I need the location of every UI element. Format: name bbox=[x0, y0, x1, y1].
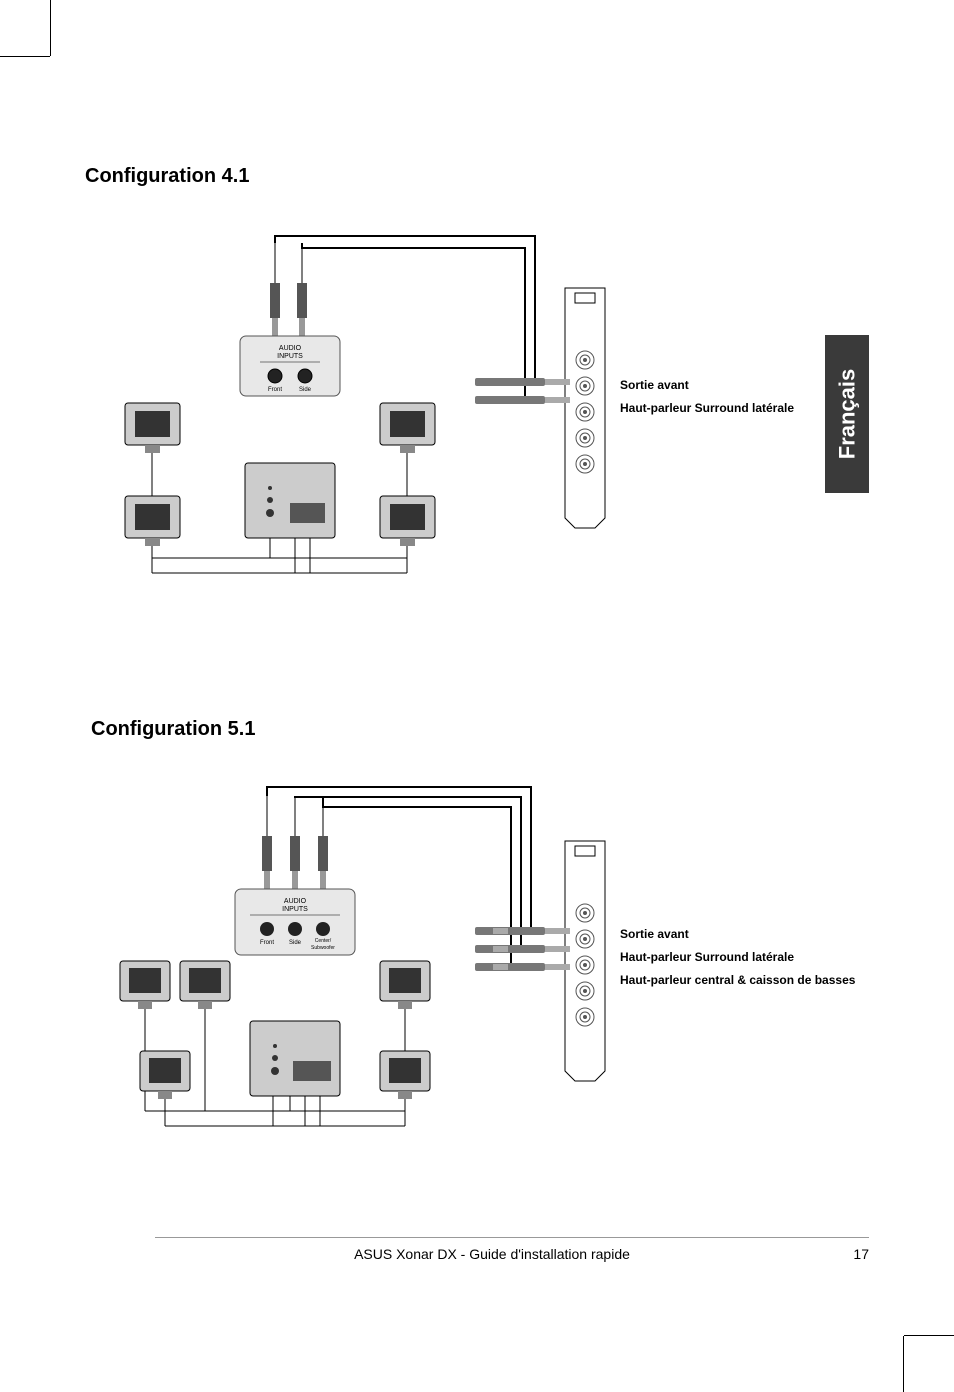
speaker bbox=[380, 496, 435, 573]
jack-label-center: Center/ bbox=[315, 938, 332, 944]
audio-inputs-label2: INPUTS bbox=[282, 906, 308, 913]
label-side-out: Haut-parleur Surround latérale bbox=[620, 397, 794, 420]
speaker bbox=[125, 496, 180, 573]
footer-rule bbox=[155, 1237, 869, 1238]
jack-label-front: Front bbox=[268, 387, 282, 393]
audio-inputs-label: AUDIO bbox=[284, 898, 307, 905]
jack-label-side: Side bbox=[289, 940, 302, 946]
page-content: Configuration 4.1 AUDIO INPUTS bbox=[85, 165, 869, 1262]
section-title-41: Configuration 4.1 bbox=[85, 165, 869, 188]
crop-mark bbox=[903, 1336, 904, 1392]
label-front-out: Sortie avant bbox=[620, 923, 855, 946]
crop-mark bbox=[0, 56, 50, 57]
diagram-51: AUDIO INPUTS Front Side Center/ Subwoofe… bbox=[85, 781, 869, 1141]
label-center-out: Haut-parleur central & caisson de basses bbox=[620, 969, 855, 992]
audio-inputs-label: AUDIO bbox=[279, 345, 302, 352]
pci-bracket bbox=[565, 841, 605, 1081]
page-footer: ASUS Xonar DX - Guide d'installation rap… bbox=[155, 1237, 869, 1262]
speaker bbox=[380, 1051, 430, 1126]
jack-label-front: Front bbox=[260, 940, 274, 946]
jack-label-side: Side bbox=[299, 387, 312, 393]
port-labels-51: Sortie avant Haut-parleur Surround latér… bbox=[620, 923, 855, 991]
label-side-out: Haut-parleur Surround latérale bbox=[620, 946, 855, 969]
section-title-51: Configuration 5.1 bbox=[91, 718, 869, 741]
diagram-41: AUDIO INPUTS Front Side bbox=[85, 228, 869, 588]
page-number: 17 bbox=[829, 1246, 869, 1262]
speaker bbox=[140, 1051, 190, 1126]
audio-inputs-label2: INPUTS bbox=[277, 353, 303, 360]
footer-title: ASUS Xonar DX - Guide d'installation rap… bbox=[155, 1246, 829, 1262]
crop-mark bbox=[50, 0, 51, 56]
jack-label-sub: Subwoofer bbox=[311, 945, 335, 951]
label-front-out: Sortie avant bbox=[620, 374, 794, 397]
port-labels-41: Sortie avant Haut-parleur Surround latér… bbox=[620, 374, 794, 420]
pci-bracket bbox=[565, 288, 605, 528]
crop-mark bbox=[904, 1335, 954, 1336]
